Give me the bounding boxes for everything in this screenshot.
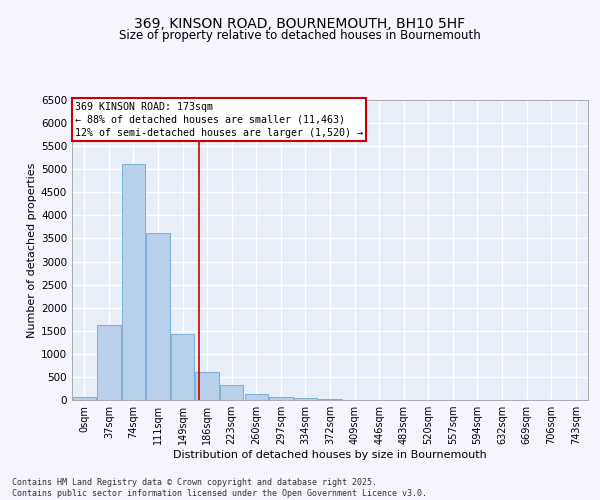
Bar	[73, 397, 96, 400]
Bar	[294, 398, 317, 400]
Bar	[269, 396, 293, 400]
Text: Size of property relative to detached houses in Bournemouth: Size of property relative to detached ho…	[119, 28, 481, 42]
Bar	[97, 325, 121, 400]
Text: Contains HM Land Registry data © Crown copyright and database right 2025.
Contai: Contains HM Land Registry data © Crown c…	[12, 478, 427, 498]
Bar	[122, 164, 145, 400]
Bar	[220, 386, 244, 400]
Y-axis label: Number of detached properties: Number of detached properties	[27, 162, 37, 338]
X-axis label: Distribution of detached houses by size in Bournemouth: Distribution of detached houses by size …	[173, 450, 487, 460]
Bar	[146, 233, 170, 400]
Text: 369, KINSON ROAD, BOURNEMOUTH, BH10 5HF: 369, KINSON ROAD, BOURNEMOUTH, BH10 5HF	[134, 18, 466, 32]
Bar	[245, 394, 268, 400]
Bar	[196, 372, 219, 400]
Text: 369 KINSON ROAD: 173sqm
← 88% of detached houses are smaller (11,463)
12% of sem: 369 KINSON ROAD: 173sqm ← 88% of detache…	[74, 102, 362, 138]
Bar	[171, 334, 194, 400]
